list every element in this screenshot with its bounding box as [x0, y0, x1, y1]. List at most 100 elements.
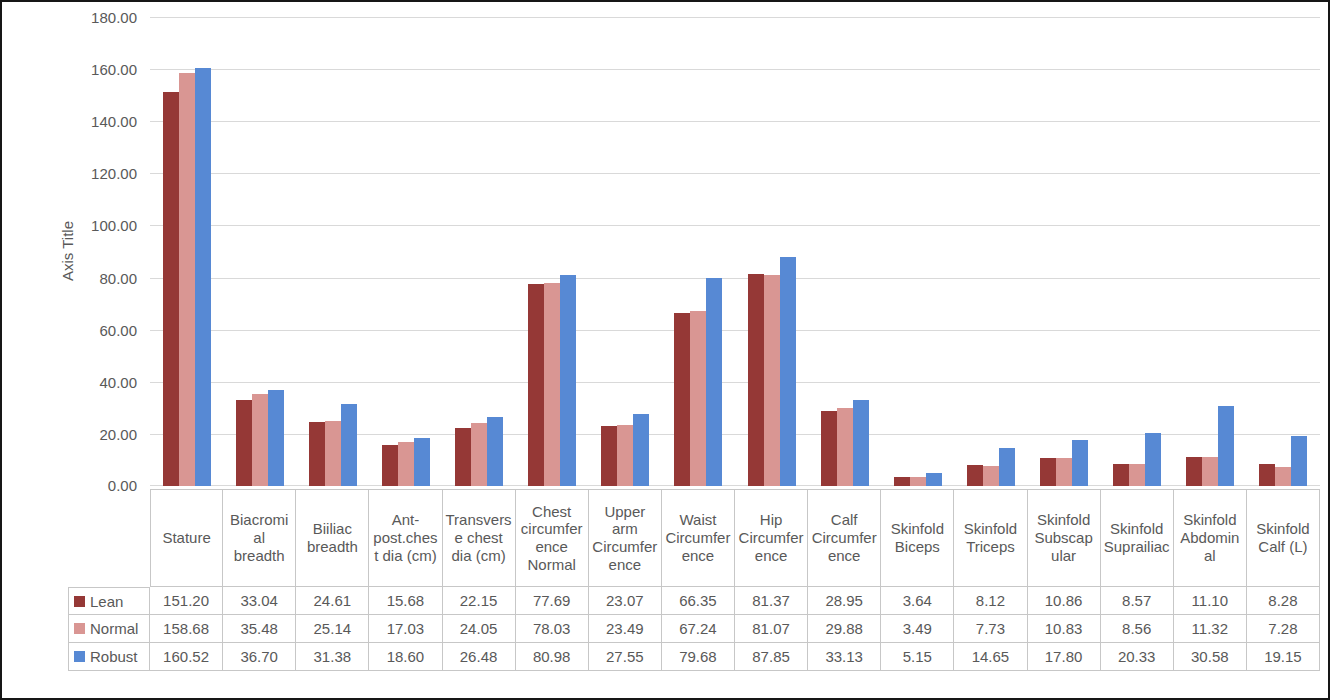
bar-cluster [1247, 17, 1320, 486]
bar-robust[interactable] [560, 275, 576, 486]
bar-normal[interactable] [471, 423, 487, 486]
y-tick-label: 60.00 [99, 321, 137, 338]
category-header-cell: Hip Circumference [735, 489, 808, 587]
bar-robust[interactable] [999, 448, 1015, 486]
value-cell: 14.65 [954, 643, 1027, 671]
bar-lean[interactable] [309, 422, 325, 486]
value-cell: 17.80 [1028, 643, 1101, 671]
bar-normal[interactable] [179, 73, 195, 486]
bar-robust[interactable] [633, 414, 649, 486]
legend-item-normal[interactable]: Normal [68, 615, 150, 643]
legend-item-lean[interactable]: Lean [68, 587, 150, 615]
value-cell: 7.73 [954, 615, 1027, 643]
bar-normal[interactable] [398, 442, 414, 486]
bar-cluster [223, 17, 296, 486]
bar-normal[interactable] [617, 425, 633, 486]
value-cell: 3.49 [881, 615, 954, 643]
bar-normal[interactable] [544, 283, 560, 486]
value-cell: 29.88 [808, 615, 881, 643]
bar-robust[interactable] [341, 404, 357, 486]
bar-lean[interactable] [1040, 458, 1056, 486]
category-header-cell: Chest circumference Normal [516, 489, 589, 587]
bar-robust[interactable] [1072, 440, 1088, 486]
category-header-cell: Skinfold Suprailiac [1101, 489, 1174, 587]
bar-robust[interactable] [706, 278, 722, 486]
category-header-cell: Stature [150, 489, 223, 587]
value-cell: 28.95 [808, 587, 881, 615]
bar-normal[interactable] [910, 477, 926, 486]
value-cell: 151.20 [150, 587, 223, 615]
value-cell: 23.07 [589, 587, 662, 615]
value-cell: 8.12 [954, 587, 1027, 615]
category-header-cell: Biacromial breadth [223, 489, 296, 587]
bar-robust[interactable] [268, 390, 284, 486]
value-cell: 67.24 [662, 615, 735, 643]
category-header-cell: Biiliac breadth [296, 489, 369, 587]
legend-item-robust[interactable]: Robust [68, 643, 150, 671]
data-table: StatureBiacromial breadthBiiliac breadth… [68, 489, 1320, 671]
bar-normal[interactable] [252, 394, 268, 486]
bar-lean[interactable] [1259, 464, 1275, 486]
value-cell: 3.64 [881, 587, 954, 615]
bar-cluster [443, 17, 516, 486]
legend-swatch [74, 596, 85, 607]
bar-normal[interactable] [690, 311, 706, 486]
bar-lean[interactable] [748, 274, 764, 486]
bar-robust[interactable] [1145, 433, 1161, 486]
value-cell: 11.10 [1174, 587, 1247, 615]
bar-robust[interactable] [487, 417, 503, 486]
bar-lean[interactable] [382, 445, 398, 486]
bar-robust[interactable] [780, 257, 796, 486]
bar-normal[interactable] [764, 275, 780, 486]
y-axis-tick-labels: 180.00160.00140.00120.00100.0080.0060.00… [2, 17, 143, 486]
value-cell: 66.35 [662, 587, 735, 615]
bar-lean[interactable] [894, 477, 910, 486]
y-tick-label: 80.00 [99, 269, 137, 286]
bar-lean[interactable] [1113, 464, 1129, 486]
bar-cluster [1028, 17, 1101, 486]
bar-normal[interactable] [325, 421, 341, 487]
bar-robust[interactable] [1291, 436, 1307, 486]
bar-lean[interactable] [967, 465, 983, 486]
y-tick-label: 120.00 [91, 165, 137, 182]
bar-normal[interactable] [1202, 457, 1218, 486]
bar-robust[interactable] [926, 473, 942, 486]
bar-robust[interactable] [1218, 406, 1234, 486]
bar-lean[interactable] [236, 400, 252, 486]
plot-area [150, 17, 1320, 486]
bar-lean[interactable] [455, 428, 471, 486]
bar-cluster [589, 17, 662, 486]
series-name-label: Lean [90, 593, 123, 610]
bar-normal[interactable] [1275, 467, 1291, 486]
value-cell: 8.28 [1247, 587, 1320, 615]
bar-lean[interactable] [674, 313, 690, 486]
series-name-label: Normal [90, 620, 138, 637]
bar-lean[interactable] [528, 284, 544, 486]
y-tick-label: 100.00 [91, 217, 137, 234]
value-cell: 24.61 [296, 587, 369, 615]
bar-robust[interactable] [414, 438, 430, 486]
value-cell: 23.49 [589, 615, 662, 643]
legend-swatch [74, 623, 85, 634]
value-cell: 158.68 [150, 615, 223, 643]
bar-normal[interactable] [837, 408, 853, 486]
bar-robust[interactable] [195, 68, 211, 486]
value-cell: 79.68 [662, 643, 735, 671]
table-corner-blank [68, 489, 150, 587]
bar-robust[interactable] [853, 400, 869, 486]
category-header-cell: Transverse chest dia (cm) [443, 489, 516, 587]
value-cell: 19.15 [1247, 643, 1320, 671]
series-name-label: Robust [90, 648, 138, 665]
value-cell: 33.13 [808, 643, 881, 671]
bar-lean[interactable] [821, 411, 837, 486]
bar-normal[interactable] [983, 466, 999, 486]
value-cell: 78.03 [516, 615, 589, 643]
legend-swatch [74, 651, 85, 662]
bar-lean[interactable] [163, 92, 179, 486]
bar-normal[interactable] [1056, 458, 1072, 486]
bar-lean[interactable] [601, 426, 617, 486]
value-cell: 30.58 [1174, 643, 1247, 671]
value-cell: 8.56 [1101, 615, 1174, 643]
bar-lean[interactable] [1186, 457, 1202, 486]
bar-normal[interactable] [1129, 464, 1145, 486]
